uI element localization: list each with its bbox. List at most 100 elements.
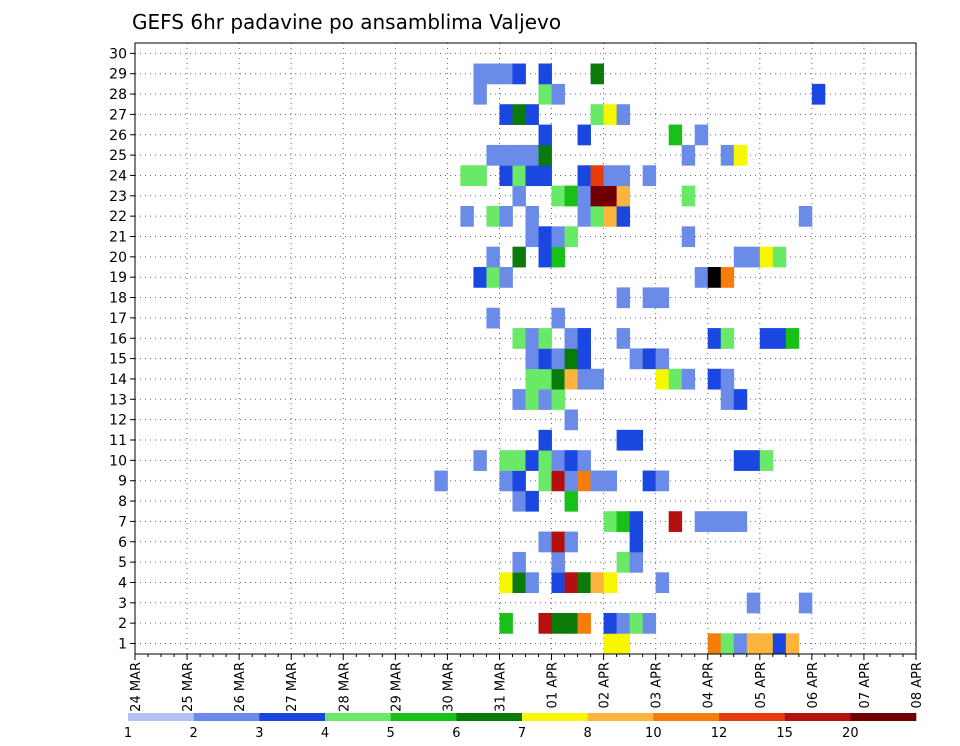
heatmap-cell: [486, 246, 500, 268]
heatmap-cell: [603, 185, 618, 207]
heatmap-cell: [746, 633, 761, 655]
heatmap-cell: [733, 450, 748, 471]
heatmap-cell: [603, 470, 618, 492]
x-tick-label: 27 MAR: [285, 662, 300, 712]
heatmap-cell: [720, 511, 735, 532]
heatmap-cell: [538, 450, 552, 471]
heatmap-cell: [564, 226, 578, 248]
heatmap-cell: [772, 633, 787, 655]
y-tick-label: 11: [109, 433, 127, 449]
heatmap-cell: [551, 226, 565, 248]
heatmap-cell: [720, 633, 735, 655]
heatmap-cell: [512, 63, 526, 85]
y-tick-label: 24: [109, 168, 127, 184]
legend-swatch: [587, 713, 654, 721]
heatmap-cell: [551, 551, 565, 573]
legend-swatch: [456, 713, 523, 721]
heatmap-cell: [538, 328, 552, 349]
heatmap-cell: [564, 572, 578, 594]
heatmap-cell: [681, 368, 696, 390]
legend-label: 6: [452, 726, 460, 741]
y-tick-label: 13: [109, 392, 127, 408]
heatmap-cell: [707, 511, 722, 532]
heatmap-cell: [551, 368, 565, 390]
heatmap-cell: [525, 368, 539, 390]
heatmap-cell: [642, 348, 657, 370]
heatmap-cell: [616, 165, 631, 187]
heatmap-cell: [694, 267, 709, 288]
heatmap-cell: [473, 83, 487, 105]
heatmap-cell: [681, 185, 696, 207]
heatmap-cell: [642, 612, 657, 634]
heatmap-cell: [538, 368, 552, 390]
heatmap-cell: [525, 165, 539, 187]
heatmap-cell: [681, 144, 696, 166]
y-tick-label: 8: [118, 494, 127, 510]
heatmap-cell: [603, 165, 618, 187]
y-tick-label: 30: [109, 46, 127, 62]
heatmap-cell: [564, 470, 578, 492]
heatmap-cell: [577, 450, 591, 471]
heatmap-cell: [551, 83, 565, 105]
x-tick-label: 04 APR: [702, 662, 717, 708]
heatmap-cell: [525, 226, 539, 248]
heatmap-cell: [512, 551, 526, 573]
y-tick-label: 2: [118, 616, 127, 632]
heatmap-cell: [551, 450, 565, 471]
x-tick-label: 07 APR: [858, 662, 873, 708]
heatmap-cell: [681, 226, 696, 248]
heatmap-cell: [616, 287, 631, 309]
heatmap-cell: [785, 328, 800, 349]
heatmap-cell: [525, 572, 539, 594]
heatmap-cell: [564, 612, 578, 634]
x-tick-label: 24 MAR: [129, 662, 144, 712]
y-tick-label: 7: [118, 514, 127, 530]
heatmap-cell: [642, 287, 657, 309]
legend-swatch: [259, 713, 326, 721]
heatmap-cell: [538, 389, 552, 410]
heatmap-cell: [473, 267, 487, 288]
heatmap-cell: [746, 592, 761, 614]
heatmap-cell: [538, 470, 552, 492]
y-tick-label: 25: [109, 148, 127, 164]
heatmap-cell: [603, 511, 618, 532]
y-tick-label: 14: [109, 372, 127, 388]
y-tick-label: 3: [118, 596, 127, 612]
heatmap-cell: [499, 165, 513, 187]
heatmap-cell: [733, 246, 748, 268]
heatmap-cell: [577, 205, 591, 227]
heatmap-cell: [538, 531, 552, 553]
heatmap-cell: [499, 612, 513, 634]
heatmap-cell: [603, 612, 618, 634]
heatmap-cell: [499, 470, 513, 492]
x-tick-label: 29 MAR: [389, 662, 404, 712]
heatmap-cell: [499, 144, 513, 166]
heatmap-cell: [525, 205, 539, 227]
heatmap-cell: [564, 490, 578, 512]
heatmap-cell: [616, 612, 631, 634]
heatmap-cell: [564, 409, 578, 431]
heatmap-cell: [499, 450, 513, 471]
legend-label: 4: [321, 726, 329, 741]
heatmap-cell: [720, 267, 735, 288]
y-tick-label: 16: [109, 331, 127, 347]
legend-label: 7: [518, 726, 526, 741]
legend-label: 8: [584, 726, 592, 741]
heatmap-cell: [616, 205, 631, 227]
heatmap-cell: [694, 511, 709, 532]
heatmap-cell: [512, 185, 526, 207]
heatmap-cell: [538, 83, 552, 105]
y-tick-label: 28: [109, 87, 127, 103]
heatmap-cell: [772, 328, 787, 349]
legend-swatch: [193, 713, 260, 721]
heatmap-cell: [512, 104, 526, 125]
heatmap-cell: [733, 144, 748, 166]
heatmap-cell: [525, 490, 539, 512]
heatmap-cell: [590, 205, 604, 227]
heatmap-cell: [512, 572, 526, 594]
heatmap-cell: [460, 165, 474, 187]
heatmap-cell: [668, 124, 683, 146]
heatmap-cell: [616, 429, 631, 451]
